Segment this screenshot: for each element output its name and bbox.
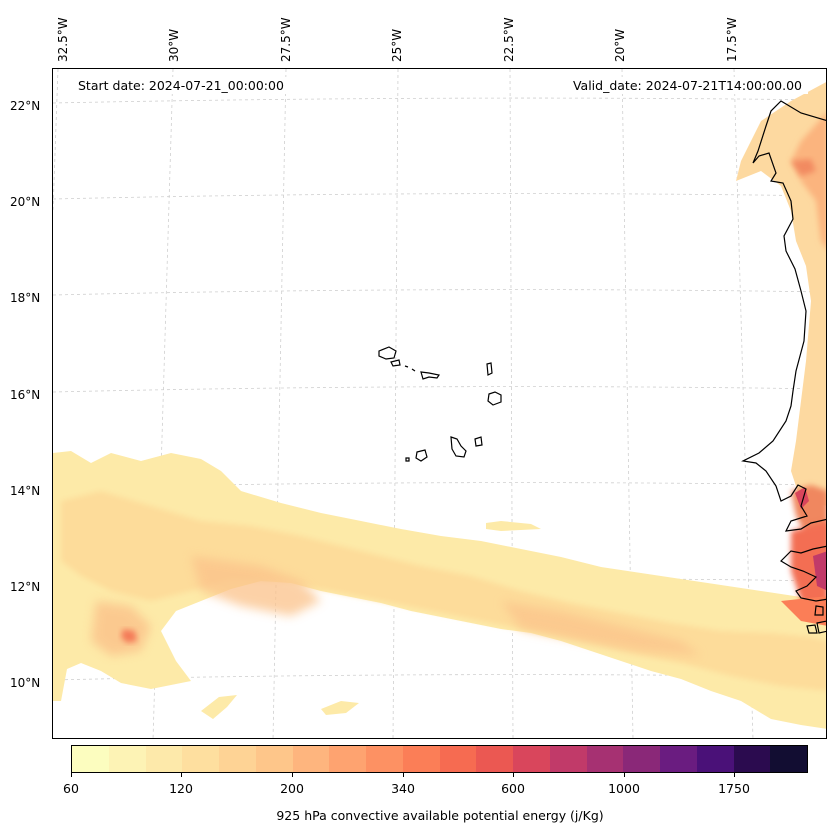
cape-verde-santo-antao — [378, 346, 397, 360]
cape-patch-atlantic — [486, 521, 541, 531]
colorbar-tick — [624, 773, 625, 777]
colorbar-tick-label: 200 — [280, 781, 304, 796]
valid-date-label: Valid_date: 2024-07-21T14:00:00.00 — [566, 77, 808, 94]
colorbar-tick — [403, 773, 404, 777]
grid-lat-20n — [53, 193, 826, 200]
colorbar-segment-11 — [476, 746, 513, 772]
cape-hotspot — [121, 629, 137, 643]
coastal-islands-3 — [816, 620, 826, 634]
lon-label-17.5w: 17.5°W — [725, 17, 739, 62]
grid-lat-18n — [53, 289, 826, 296]
cape-core-east — [501, 601, 701, 656]
africa-coastline — [741, 100, 826, 532]
cape-field — [53, 82, 826, 729]
lon-label-27.5w: 27.5°W — [279, 17, 293, 62]
grid-lat-16n — [53, 386, 826, 393]
colorbar-tick-label: 120 — [169, 781, 193, 796]
coastal-islands-2 — [806, 624, 818, 634]
colorbar-tick — [71, 773, 72, 777]
colorbar-tick — [181, 773, 182, 777]
lat-label-16n: 16°N — [10, 388, 41, 402]
colorbar-tick — [734, 773, 735, 777]
colorbar-segment-14 — [586, 746, 624, 772]
colorbar-segment-8 — [366, 746, 403, 772]
cape-verde-sao-vicente — [390, 359, 401, 367]
colorbar-segment-9 — [402, 746, 440, 772]
cape-coast-hot — [791, 159, 816, 176]
map-canvas — [53, 69, 826, 738]
colorbar-segment-7 — [329, 746, 366, 772]
lon-label-20w: 20°W — [613, 28, 627, 62]
colorbar-segment-16 — [660, 746, 697, 772]
colorbar-segment-3 — [182, 746, 219, 772]
start-date-label: Start date: 2024-07-21_00:00:00 — [72, 77, 290, 94]
lat-label-14n: 14°N — [10, 484, 41, 498]
cape-guinea-3 — [781, 596, 826, 626]
cape-verde-brava — [405, 457, 410, 462]
guinea-bissau-coast — [780, 545, 826, 602]
cape-patch-south-2 — [321, 701, 359, 715]
lat-label-22n: 22°N — [10, 99, 41, 113]
colorbar-segment-18 — [733, 746, 771, 772]
cape-verde-sal — [486, 362, 493, 376]
lat-label-20n: 20°N — [10, 195, 41, 209]
cape-core-west — [91, 601, 151, 656]
colorbar-segment-15 — [623, 746, 660, 772]
colorbar-segment-1 — [108, 746, 146, 772]
colorbar-tick — [292, 773, 293, 777]
lat-label-10n: 10°N — [10, 676, 41, 690]
colorbar-segment-5 — [255, 746, 293, 772]
lat-label-18n: 18°N — [10, 291, 41, 305]
colorbar-tick-label: 1750 — [718, 781, 750, 796]
cape-verde-santa-luzia — [404, 365, 416, 372]
cape-verde-santiago — [450, 436, 467, 458]
colorbar-segment-12 — [513, 746, 550, 772]
grid-lon-27.5w — [272, 69, 287, 738]
lon-label-25w: 25°W — [390, 28, 404, 62]
cape-verde-sao-nicolau — [420, 371, 440, 380]
lon-label-22.5w: 22.5°W — [502, 17, 516, 62]
colorbar-segment-6 — [292, 746, 330, 772]
colorbar-tick-label: 1000 — [608, 781, 640, 796]
coastal-islands-1 — [814, 605, 824, 616]
cape-guinea-2 — [813, 551, 826, 591]
cape-guinea-1 — [791, 521, 826, 611]
grid-lon-32.5w — [53, 69, 59, 212]
colorbar — [71, 745, 808, 773]
grid-lat-22n — [53, 97, 826, 104]
colorbar-tick-label: 60 — [63, 781, 79, 796]
colorbar-segment-4 — [219, 746, 256, 772]
map-panel[interactable] — [52, 68, 827, 739]
colorbar-segment-19 — [770, 746, 807, 772]
colorbar-tick — [513, 773, 514, 777]
colorbar-segment-17 — [696, 746, 734, 772]
cape-verde-boa-vista — [487, 391, 502, 406]
colorbar-title: 925 hPa convective available potential e… — [276, 808, 604, 823]
grid-lon-22.5w — [509, 69, 514, 738]
cape-coast-strip-inner — [791, 113, 826, 249]
colorbar-segment-13 — [549, 746, 587, 772]
coastlines — [378, 100, 826, 634]
lat-label-12n: 12°N — [10, 580, 41, 594]
colorbar-tick-label: 340 — [391, 781, 415, 796]
cape-patch-south-1 — [201, 695, 237, 719]
colorbar-segment-2 — [145, 746, 183, 772]
colorbar-tick-label: 600 — [501, 781, 525, 796]
cape-verde-maio — [474, 436, 483, 447]
grid-lon-25w — [392, 69, 399, 738]
cape-coast-strip — [736, 82, 826, 506]
cape-verde-fogo — [415, 449, 428, 462]
colorbar-segment-10 — [439, 746, 477, 772]
lon-label-30w: 30°W — [167, 28, 181, 62]
colorbar-segment-0 — [72, 746, 109, 772]
lon-label-32.5w: 32.5°W — [56, 17, 70, 62]
cape-core-center — [191, 556, 321, 616]
